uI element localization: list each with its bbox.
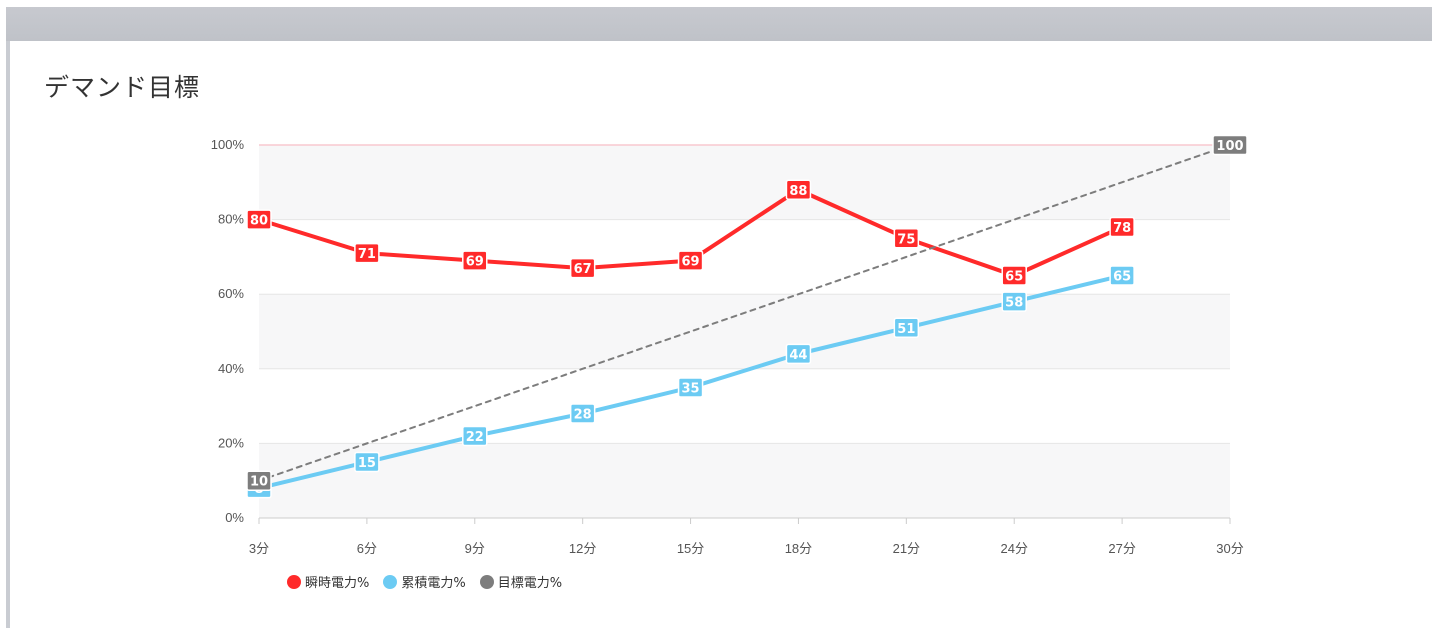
- window-top-bar: [6, 7, 1432, 41]
- x-tick-label: 6分: [357, 541, 377, 556]
- x-axis-ticks: 3分 6分 9分 12分 15分 18分 21分 24分 27分 30分: [249, 517, 1244, 556]
- data-label-instant: 80: [246, 209, 272, 230]
- data-label-text: 75: [897, 232, 915, 247]
- data-label-cumulative: 58: [1001, 291, 1027, 312]
- data-label-cumulative: 65: [1109, 265, 1135, 286]
- data-label-text: 35: [682, 381, 700, 396]
- x-tick-label: 21分: [893, 541, 920, 556]
- data-label-box: [569, 403, 596, 424]
- data-label-text: 15: [358, 456, 376, 471]
- chart-bands: [259, 145, 1230, 518]
- page-title: デマンド目標: [44, 73, 201, 102]
- data-label-text: 51: [897, 322, 915, 337]
- data-label-cumulative: 44: [785, 343, 812, 365]
- legend-label-instant: 瞬時電力%: [305, 576, 370, 591]
- data-label-text: 69: [466, 255, 484, 270]
- data-label-box: [785, 179, 812, 201]
- y-axis-ticks: 0% 20% 40% 60% 80% 100%: [211, 137, 245, 525]
- y-tick-label: 20%: [218, 435, 244, 450]
- data-label-instant: 69: [677, 250, 704, 271]
- data-label-text: 80: [250, 214, 268, 229]
- data-label-box: [1109, 265, 1135, 286]
- y-tick-label: 60%: [218, 286, 244, 301]
- data-label-text: 58: [1005, 296, 1023, 311]
- data-label-box: [677, 250, 704, 271]
- data-label-instant: 75: [893, 228, 920, 249]
- data-label-text: 100: [1216, 139, 1243, 154]
- data-label-text: 71: [358, 247, 376, 262]
- panel-left-border: [6, 41, 10, 628]
- data-label-text: 22: [466, 430, 484, 445]
- data-label-target: 10: [246, 470, 272, 491]
- y-tick-label: 40%: [218, 361, 244, 376]
- y-tick-label: 80%: [218, 212, 244, 227]
- chart-band-2: [259, 145, 1230, 220]
- data-label-text: 88: [789, 184, 807, 199]
- data-label-text: 65: [1113, 270, 1131, 285]
- legend-item-target[interactable]: 目標電力%: [479, 572, 563, 591]
- x-tick-label: 12分: [569, 541, 596, 556]
- x-tick-label: 18分: [785, 541, 812, 556]
- data-label-cumulative: 15: [354, 451, 380, 473]
- x-tick-label: 3分: [249, 541, 269, 556]
- data-label-cumulative: 28: [569, 403, 596, 424]
- legend-dot-target: [479, 574, 494, 589]
- legend-dot-instant: [287, 574, 301, 589]
- data-label-box: [1001, 291, 1027, 312]
- data-label-instant: 65: [1001, 265, 1027, 286]
- data-label-instant: 69: [462, 250, 488, 271]
- legend-item-cumulative[interactable]: 累積電力%: [383, 572, 466, 591]
- legend-item-instant[interactable]: 瞬時電力%: [287, 572, 369, 591]
- x-tick-label: 27分: [1108, 541, 1135, 556]
- chart-band-1: [259, 294, 1230, 369]
- data-label-text: 44: [789, 348, 807, 363]
- data-label-text: 67: [574, 262, 592, 277]
- data-label-box: [246, 470, 272, 491]
- data-label-cumulative: 22: [462, 425, 488, 447]
- data-label-instant: 78: [1109, 216, 1135, 238]
- chart-data-labels: 8071696769887565788152228354451586510100: [246, 134, 1248, 499]
- data-label-box: [462, 250, 488, 271]
- data-label-instant: 67: [569, 257, 596, 279]
- data-label-box: [354, 242, 380, 264]
- y-tick-label: 100%: [211, 137, 245, 152]
- chart-legend: 瞬時電力% 累積電力% 目標電力%: [287, 572, 562, 591]
- data-label-box: [462, 425, 488, 447]
- legend-label-cumulative: 累積電力%: [401, 576, 466, 591]
- data-label-box: [1001, 265, 1027, 286]
- data-label-box: [893, 228, 920, 249]
- x-tick-label: 9分: [465, 541, 485, 556]
- y-tick-label: 0%: [225, 510, 244, 525]
- x-tick-label: 24分: [1000, 541, 1027, 556]
- data-label-box: [1109, 216, 1135, 238]
- data-label-cumulative: 35: [677, 377, 704, 398]
- data-label-box: [785, 343, 812, 365]
- data-label-instant: 71: [354, 242, 380, 264]
- series-line-target: [258, 144, 1231, 482]
- data-label-cumulative: 51: [893, 317, 920, 339]
- legend-label-target: 目標電力%: [497, 576, 563, 591]
- data-label-box: [1212, 134, 1248, 156]
- data-label-box: [893, 317, 920, 339]
- data-label-text: 78: [1113, 221, 1131, 236]
- data-label-instant: 88: [785, 179, 812, 201]
- data-label-box: [354, 451, 380, 473]
- data-label-text: 10: [250, 475, 268, 490]
- x-tick-label: 30分: [1216, 541, 1243, 556]
- data-label-target: 100: [1212, 134, 1248, 156]
- legend-dot-cumulative: [383, 574, 398, 589]
- data-label-box: [569, 257, 596, 279]
- data-label-text: 28: [574, 408, 592, 423]
- data-label-text: 69: [682, 255, 700, 270]
- data-label-box: [246, 209, 272, 230]
- chart-band-0: [259, 443, 1230, 518]
- x-tick-label: 15分: [677, 541, 704, 556]
- data-label-box: [677, 377, 704, 398]
- data-label-text: 65: [1005, 270, 1023, 285]
